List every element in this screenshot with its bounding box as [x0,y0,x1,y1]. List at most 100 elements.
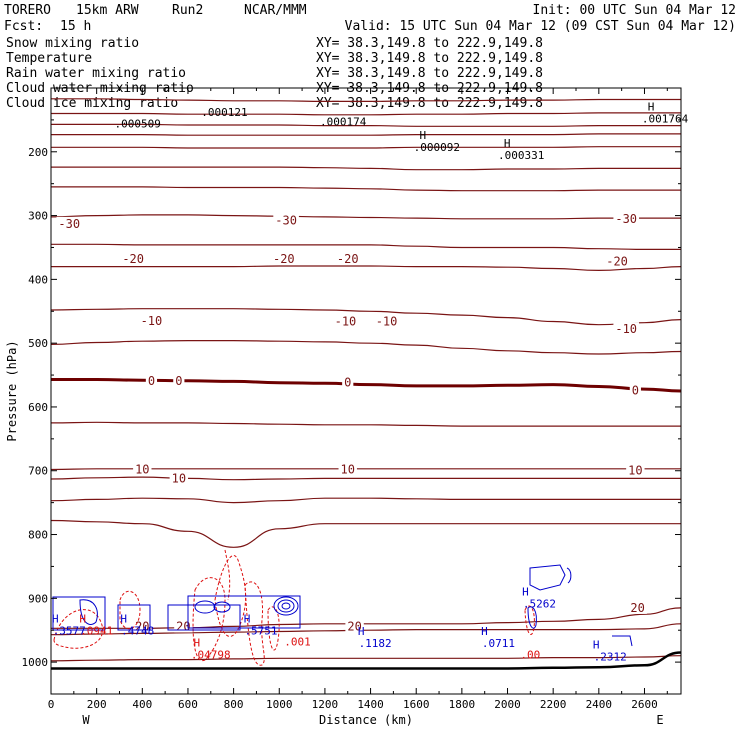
isotherm-label-bg [133,462,152,476]
isotherm-label: -20 [606,255,628,269]
x-tick-label: 0 [48,698,55,711]
isotherm-label: 0 [175,374,182,388]
maximum-value-label: .001764 [642,113,689,126]
legend-label-rain: Rain water mixing ratio [6,66,186,81]
isotherm-label: 20 [347,619,361,633]
isotherm-label: -20 [122,252,144,266]
isotherm-line [51,186,681,192]
maximum-value-label: .4748 [121,625,154,638]
isotherm-label: 10 [341,462,355,476]
plot-area: -30 -30 -30 -20 -20 -20 -20 -10 -10 -10 -10 0 0 0 0 10 1… [51,98,681,670]
y-tick-label: 300 [28,210,48,223]
isotherm-label-bg [613,211,640,225]
maximum-value-label: .000174 [320,116,367,129]
isotherm-label-bg [342,375,354,389]
x-end-label-west: W [82,713,90,727]
maximum-marker: H [120,613,127,626]
isotherm-label: -10 [141,314,163,328]
y-tick-label: 900 [28,592,48,605]
isotherm-label: -30 [58,217,80,231]
cloud-contours [52,564,633,647]
y-tick-label: 800 [28,529,48,542]
legend-label-snow: Snow mixing ratio [6,36,139,51]
isotherm-label-bg [56,216,83,230]
y-tick-label: 700 [28,465,48,478]
isotherm-label: -10 [335,314,357,328]
isotherm-label: -30 [615,212,637,226]
y-tick-label: 400 [28,273,48,286]
maximum-marker: H [79,613,86,626]
cloud-contour [117,604,151,631]
isotherm-line [51,146,681,149]
cloud-contour [273,596,299,616]
legend-xy-cloud-ice: XY= 38.3,149.8 to 222.9,149.8 [316,96,543,111]
isotherm-label-bg [629,383,641,397]
isotherm-label-bg [345,619,364,633]
init-time: Init: 00 UTC Sun 04 Mar 12 [533,3,737,18]
isotherm-label-bg [373,314,400,328]
maximum-value-label: .001 [284,636,311,649]
isotherm-label-bg [169,471,189,485]
maximum-marker: H [52,613,59,626]
rain-contour [192,577,226,662]
isotherm-label: 0 [632,383,639,397]
maximum-value-label: .0941 [80,625,113,638]
isotherm-line [51,421,681,427]
forecast-hour: 15 h [60,19,91,34]
isotherm-line [51,265,681,272]
legend: Snow mixing ratio XY= 38.3,149.8 to 222.… [6,36,543,111]
isotherm-line [51,378,681,393]
maximum-value-label: .000121 [201,106,247,119]
cloud-contour [527,606,537,629]
isotherm-label-bg [133,619,152,633]
maximum-marker: H [358,625,365,638]
isotherm-labels: -30 -30 -30 -20 -20 -20 -20 -10 -10 -10 -10 0 0 0 0 10 1… [56,211,647,633]
x-tick-label: 800 [224,698,244,711]
maximum-value-label: .04798 [191,648,231,661]
x-tick-label: 2000 [494,698,521,711]
maximum-value-label: .000092 [414,141,460,154]
isotherm-line [51,623,681,636]
isotherm-line [51,98,681,103]
y-tick-label: 500 [28,337,48,350]
x-tick-label: 600 [178,698,198,711]
x-tick-label: 1400 [357,698,384,711]
run-name: Run2 [172,3,203,18]
maximum-marker: H [244,613,251,626]
cloud-contour [529,564,566,591]
maximum-marker: H [419,129,426,142]
model-name: TORERO [4,3,51,18]
maximum-value-label: .000509 [115,118,161,131]
isotherm-label: 10 [628,464,642,478]
isotherm-line [51,497,681,504]
isotherm-label-bg [604,254,630,268]
isotherm-label-bg [626,463,645,477]
x-tick-label: 200 [87,698,107,711]
isotherm-label-bg [273,213,299,227]
maximum-marker: H [193,636,200,649]
x-tick-label: 400 [132,698,152,711]
isotherm-label-bg [120,251,146,265]
cloud-contour [187,595,301,629]
cloud-contour [213,601,231,613]
maximum-value-label: .3577 [53,625,86,638]
isotherm-label: -10 [615,322,637,336]
maximum-value-label: .1182 [359,637,392,650]
y-tick-label: 600 [28,401,48,414]
isotherm-label-bg [271,251,297,265]
isotherm-label: -20 [273,252,295,266]
hydrometeor-contours [52,549,633,666]
maximum-value-label: .5751 [244,625,277,638]
y-axis-title: Pressure (hPa) [5,340,19,441]
isotherm-line [51,340,681,355]
legend-xy-snow: XY= 38.3,149.8 to 222.9,149.8 [316,36,543,51]
cloud-contour [79,599,98,625]
rain-contour [244,581,265,666]
isotherm-label: 0 [344,376,351,390]
legend-label-temperature: Temperature [6,51,92,66]
isotherm-label: 10 [135,462,149,476]
isotherm-label-bg [334,251,361,265]
x-tick-label: 2200 [540,698,567,711]
isotherm-label-bg [173,373,185,387]
